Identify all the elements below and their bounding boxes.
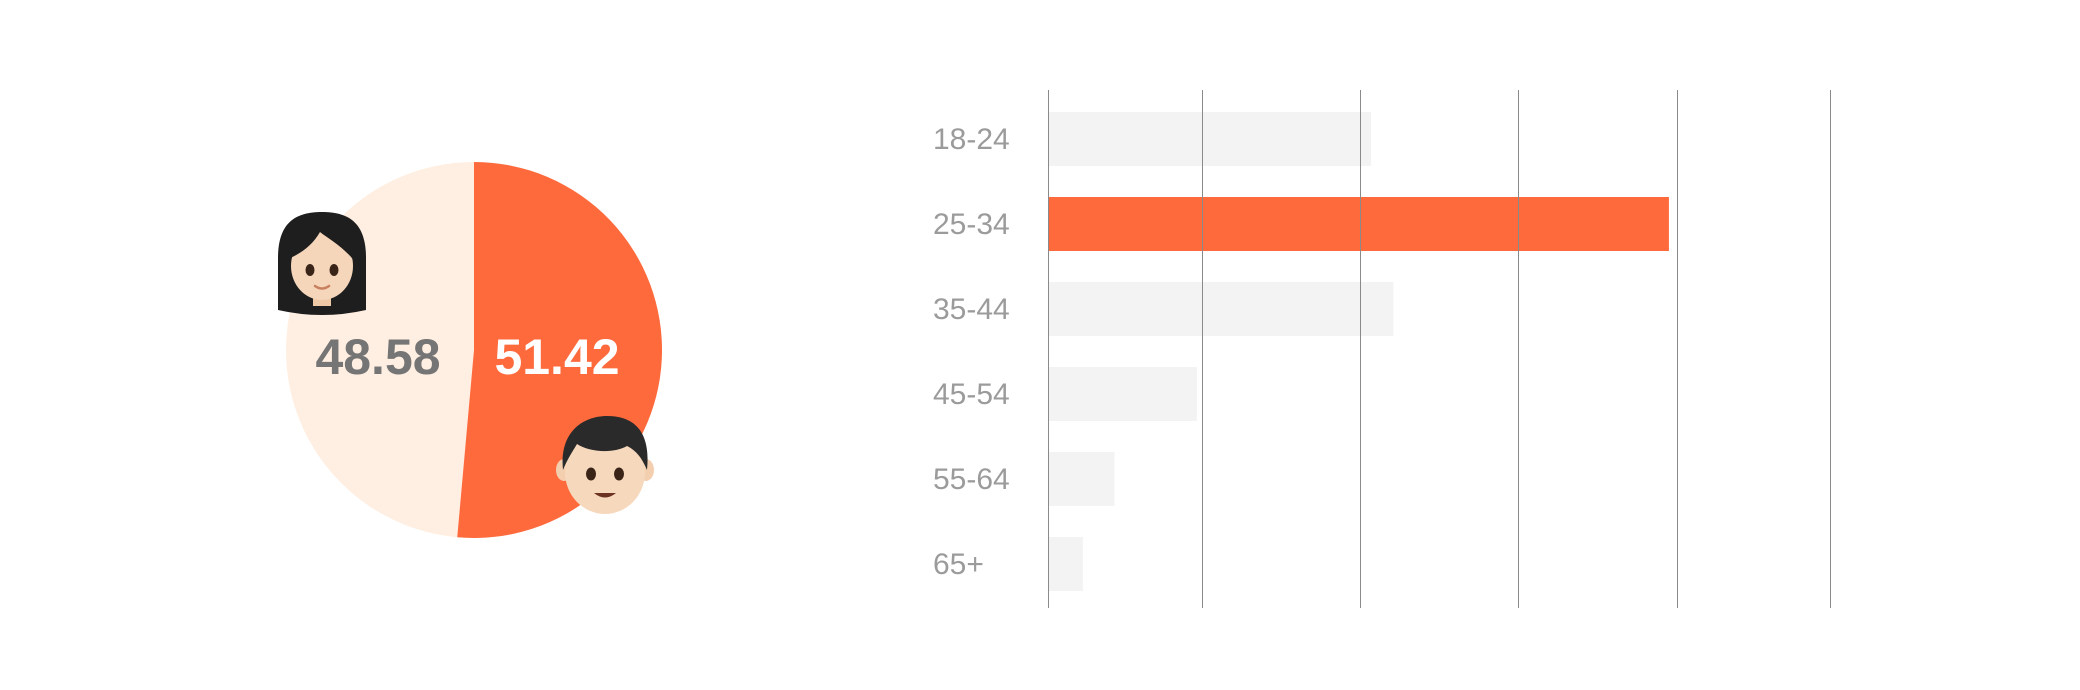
age-label-35-44: 35-44 bbox=[933, 293, 1010, 326]
bar-25-34 bbox=[1048, 197, 1669, 251]
male-percentage-label: 51.42 bbox=[494, 329, 619, 385]
female-percentage-label: 48.58 bbox=[315, 329, 440, 385]
bar-65+ bbox=[1048, 537, 1083, 591]
woman-icon bbox=[278, 212, 366, 315]
age-label-25-34: 25-34 bbox=[933, 208, 1010, 241]
age-label-18-24: 18-24 bbox=[933, 123, 1010, 156]
gender-pie-chart: 48.58 51.42 bbox=[278, 162, 663, 538]
bar-55-64 bbox=[1048, 452, 1115, 506]
age-label-65+: 65+ bbox=[933, 548, 984, 581]
bar-18-24 bbox=[1048, 112, 1372, 166]
boy-icon bbox=[556, 416, 654, 514]
bar-35-44 bbox=[1048, 282, 1394, 336]
age-label-55-64: 55-64 bbox=[933, 463, 1010, 496]
age-label-45-54: 45-54 bbox=[933, 378, 1010, 411]
age-bar-chart: 18-24 25-34 35-44 45-54 55-64 65+ bbox=[933, 90, 1831, 608]
bar-45-54 bbox=[1048, 367, 1197, 421]
